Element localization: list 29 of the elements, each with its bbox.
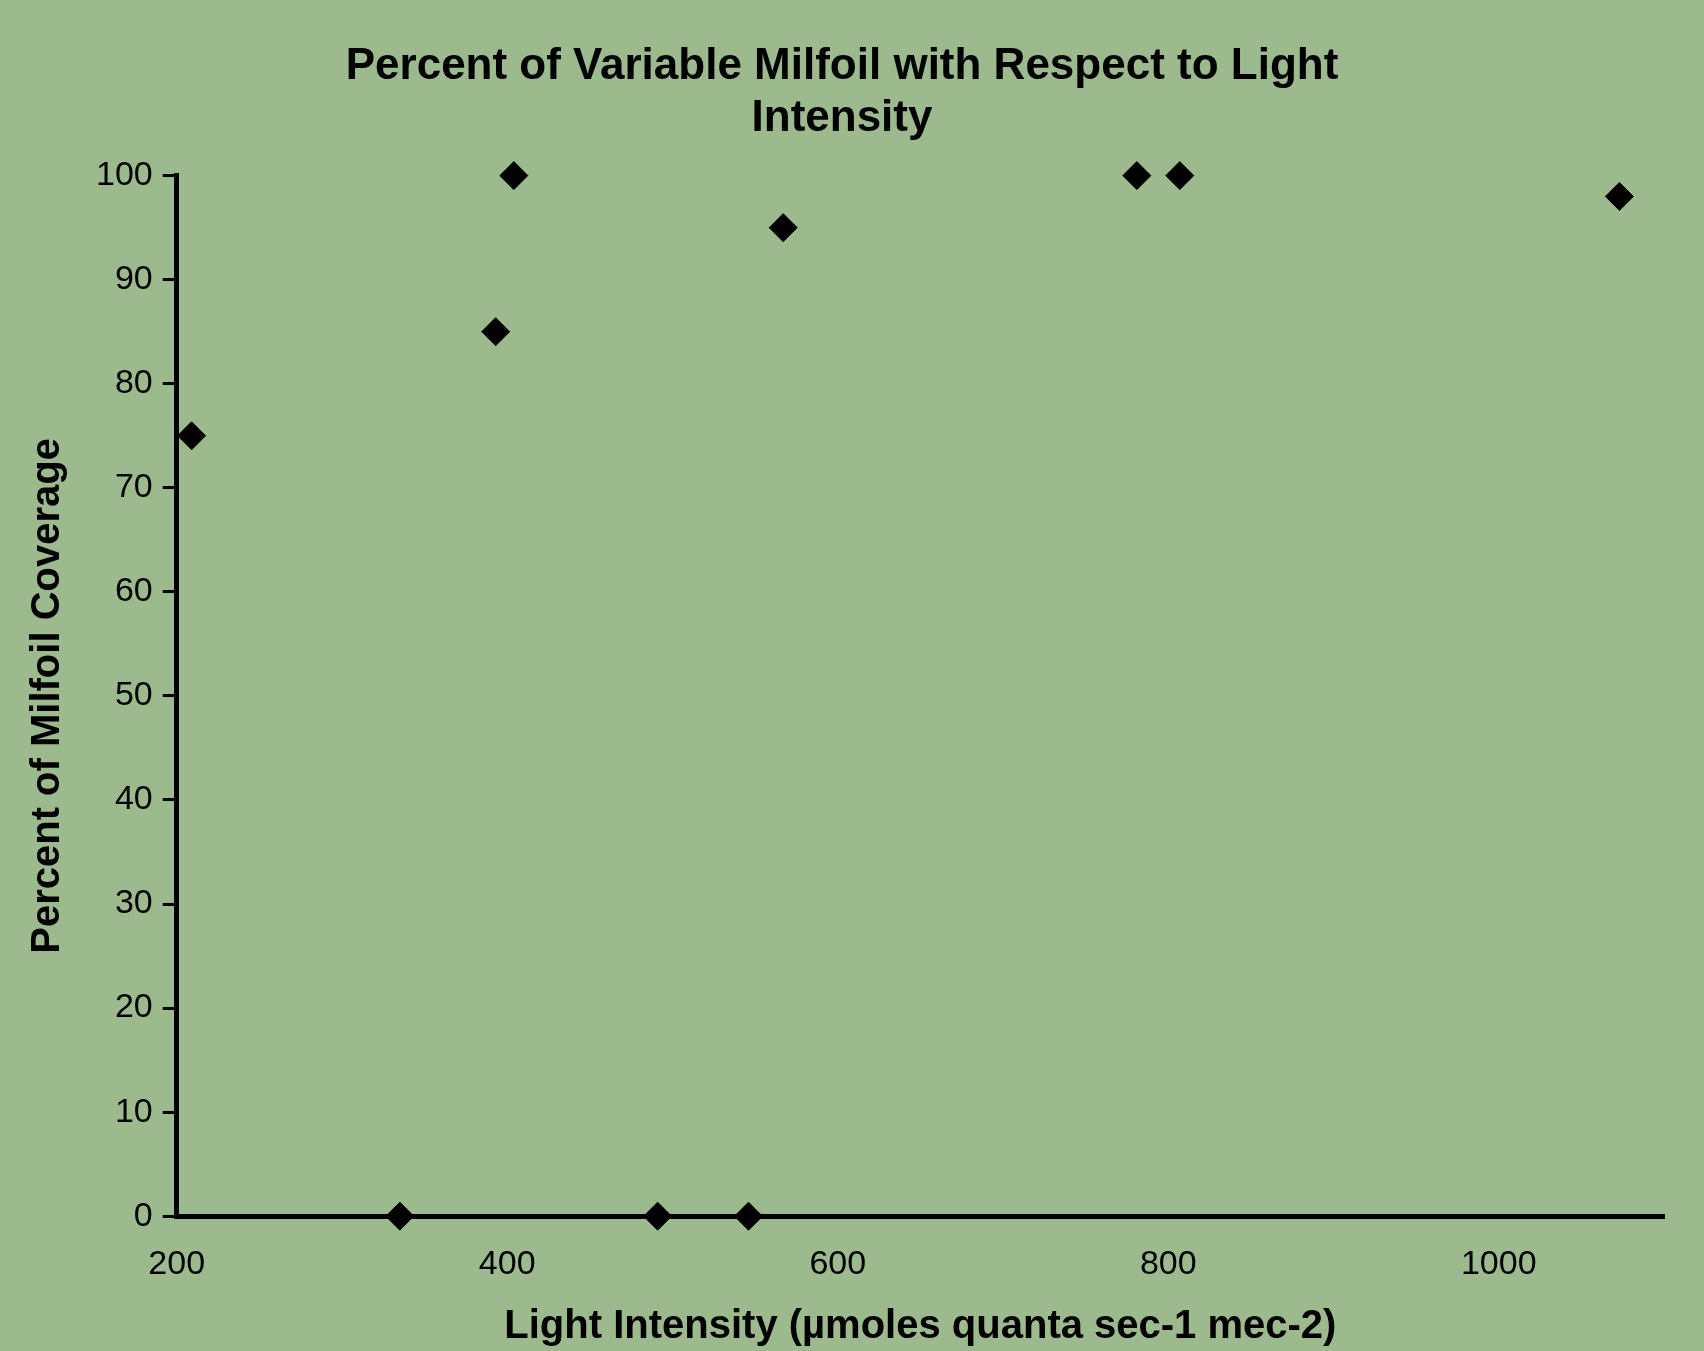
y-tick-label: 20 [114, 986, 153, 1025]
x-tick-label: 800 [1139, 1242, 1197, 1281]
point [768, 213, 798, 243]
point [177, 421, 207, 451]
x-axis-title: Light Intensity (µmoles quanta sec-1 mec-2) [504, 1302, 1337, 1347]
y-tick-label: 0 [133, 1194, 153, 1233]
point [1604, 181, 1634, 211]
y-tick-label: 30 [114, 882, 153, 921]
x-tick-label: 600 [809, 1242, 867, 1281]
y-tick-label: 100 [95, 153, 153, 192]
point [481, 317, 511, 347]
point [1122, 161, 1152, 191]
x-tick-label: 400 [478, 1242, 536, 1281]
point [1165, 161, 1195, 191]
y-tick-label: 10 [114, 1090, 153, 1129]
y-tick-label: 90 [114, 258, 153, 297]
y-tick-label: 70 [114, 466, 153, 505]
point [643, 1201, 673, 1231]
chart-title: Percent of Variable Milfoil with Respect to Light Intensity [345, 38, 1339, 141]
y-tick-label: 60 [114, 570, 153, 609]
point [734, 1201, 763, 1231]
y-tick-label: 50 [114, 674, 153, 713]
x-tick-label: 200 [148, 1242, 206, 1281]
point [499, 161, 529, 191]
point [385, 1201, 415, 1231]
y-axis-title: Percent of Milfoil Coverage [23, 438, 68, 954]
y-tick-label: 80 [114, 362, 153, 401]
x-tick-label: 1000 [1460, 1242, 1537, 1281]
y-tick-label: 40 [114, 778, 153, 817]
